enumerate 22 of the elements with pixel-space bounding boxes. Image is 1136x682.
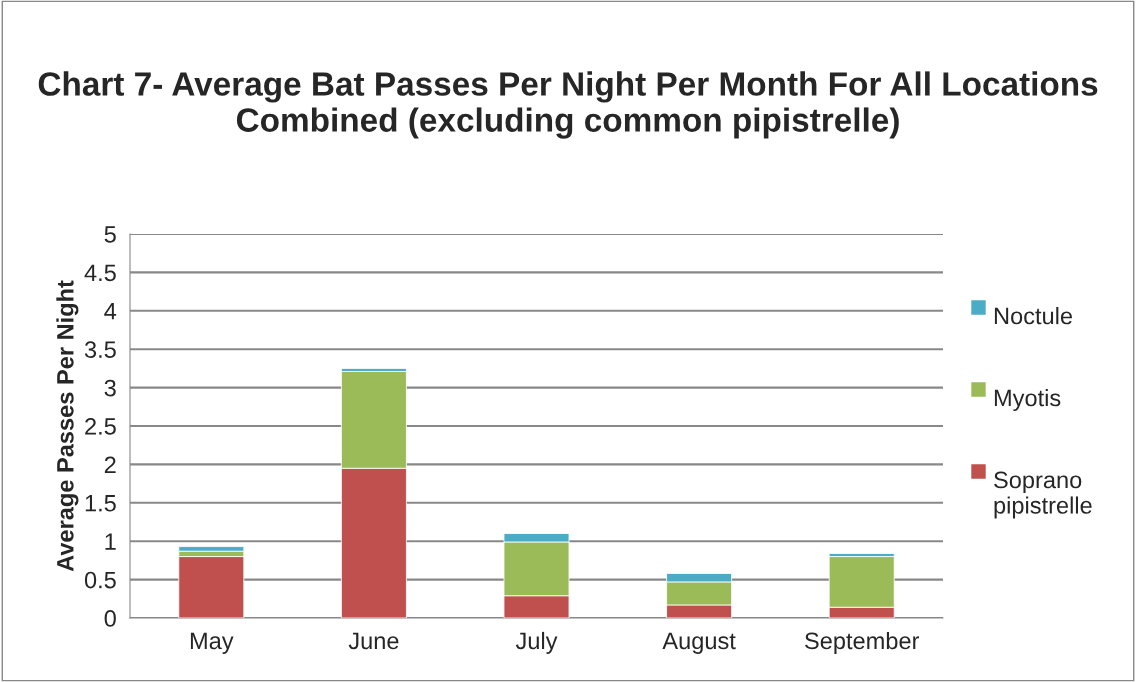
y-tick-label: 1 xyxy=(105,533,116,550)
bar xyxy=(178,556,245,618)
y-tick-label: 3 xyxy=(104,379,116,397)
legend-label: Soprano pipistrelle xyxy=(994,471,1092,519)
x-tick-label: June xyxy=(348,632,399,650)
legend-label: Myotis xyxy=(994,389,1061,412)
x-tick-label: August xyxy=(662,632,736,654)
y-tick-label: 5 xyxy=(104,226,116,243)
x-tick-label: September xyxy=(805,631,920,654)
y-tick-label: 3.5 xyxy=(84,341,116,358)
legend-label: Noctule xyxy=(994,307,1073,325)
y-tick-label: 2 xyxy=(104,456,116,473)
chart-title: Chart 7- Average Bat Passes Per Night Per Month For All Locations Combined (excluding common pipistrelle) xyxy=(38,71,1098,139)
y-tick-label: 4 xyxy=(104,303,117,320)
x-tick-label: May xyxy=(190,632,234,654)
y-axis-title: Average Passes Per Night xyxy=(56,280,79,572)
x-tick-label: July xyxy=(515,631,558,654)
y-tick-label: 2.5 xyxy=(85,418,116,435)
y-tick-label: 0.5 xyxy=(84,571,116,589)
y-tick-label: 1.5 xyxy=(85,495,116,512)
y-tick-label: 4.5 xyxy=(84,264,116,282)
y-tick-label: 0 xyxy=(104,610,116,627)
